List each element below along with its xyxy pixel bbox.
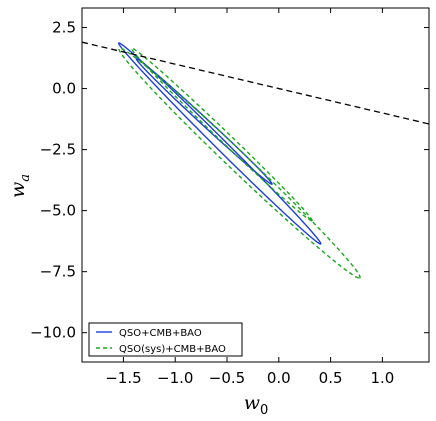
contour-qso-1 [135,58,273,185]
legend-label-qso-sys: QSO(sys)+CMB+BAO [119,344,226,355]
x-axis-label-subscript: 0 [260,403,268,418]
y-tick-label: −2.5 [40,141,76,159]
x-tick-label: 0.0 [267,369,291,387]
x-axis-label-main: w [244,392,260,414]
legend-box [88,322,243,357]
y-axis-label-main: w [7,182,29,198]
x-tick-label: −1.5 [105,369,141,387]
x-tick-label: 0.5 [319,369,343,387]
y-tick-label: −7.5 [40,263,76,281]
x-axis-ticks: −1.5 −1.0 −0.5 0.0 0.5 1.0 [105,8,394,387]
plot-frame [81,7,430,363]
legend: QSO+CMB+BAO QSO(sys)+CMB+BAO [88,322,243,357]
legend-label-qso: QSO+CMB+BAO [119,328,202,339]
y-tick-label: 2.5 [52,19,76,37]
contour-layer [118,42,361,279]
reference-line [82,41,429,125]
y-axis-ticks: 2.5 0.0 −2.5 −5.0 −7.5 −10.0 [30,19,429,342]
y-axis-label-subscript: a [18,174,33,182]
contour-qso-sys-1 [130,47,313,222]
y-tick-label: 0.0 [52,80,76,98]
x-tick-label: 1.0 [370,369,394,387]
x-tick-label: −0.5 [209,369,245,387]
y-tick-label: −5.0 [40,202,76,220]
x-tick-label: −1.0 [157,369,193,387]
y-axis-label: wa [7,174,33,198]
contour-qso-0 [118,42,322,245]
x-axis-label: w0 [244,392,269,418]
y-tick-label: −10.0 [30,324,76,342]
reference-line-layer [82,41,429,125]
contour-qso-sys-0 [118,47,361,279]
